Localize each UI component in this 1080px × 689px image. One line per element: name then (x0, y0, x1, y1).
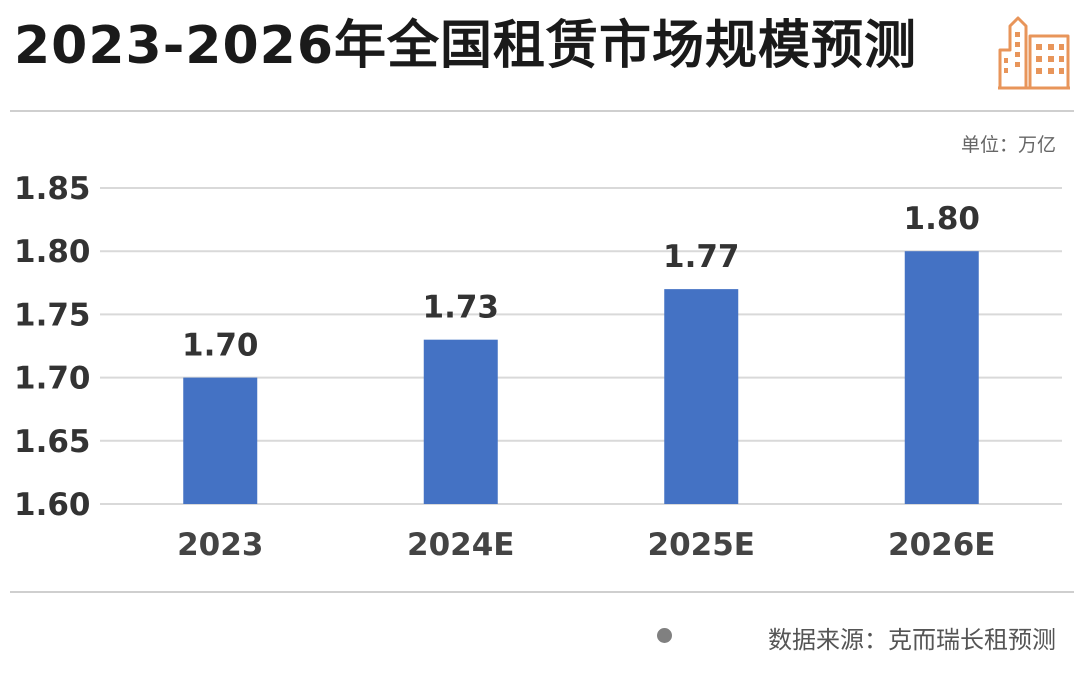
header-divider (10, 110, 1074, 112)
data-label: 1.73 (423, 290, 500, 326)
y-tick-label: 1.65 (14, 424, 91, 460)
source-label: 数据来源：克而瑞长租预测 (768, 626, 1056, 654)
y-tick-label: 1.80 (14, 234, 91, 270)
dot-icon (657, 628, 672, 643)
data-label: 1.70 (182, 328, 259, 364)
bar (904, 251, 979, 504)
unit-label: 单位：万亿 (960, 134, 1056, 156)
data-label: 1.80 (904, 201, 981, 237)
y-tick-label: 1.85 (14, 171, 91, 207)
bar-chart: 1.60 1.65 1.70 1.75 1.80 1.85 1.70 2023 1.73 2024… (14, 171, 1062, 563)
x-tick-label: 2024E (407, 527, 514, 563)
bar (183, 377, 258, 504)
bar (423, 339, 498, 504)
building-icon (998, 16, 1070, 90)
y-tick-label: 1.75 (14, 297, 91, 333)
x-tick-label: 2026E (888, 527, 995, 563)
y-tick-label: 1.60 (14, 487, 91, 523)
y-tick-label: 1.70 (14, 361, 91, 397)
chart-title: 2023-2026年全国租赁市场规模预测 (14, 16, 918, 76)
bar (664, 289, 739, 504)
x-tick-label: 2023 (177, 527, 263, 563)
x-tick-label: 2025E (648, 527, 755, 563)
footer-divider (10, 591, 1074, 593)
data-label: 1.77 (663, 239, 740, 275)
